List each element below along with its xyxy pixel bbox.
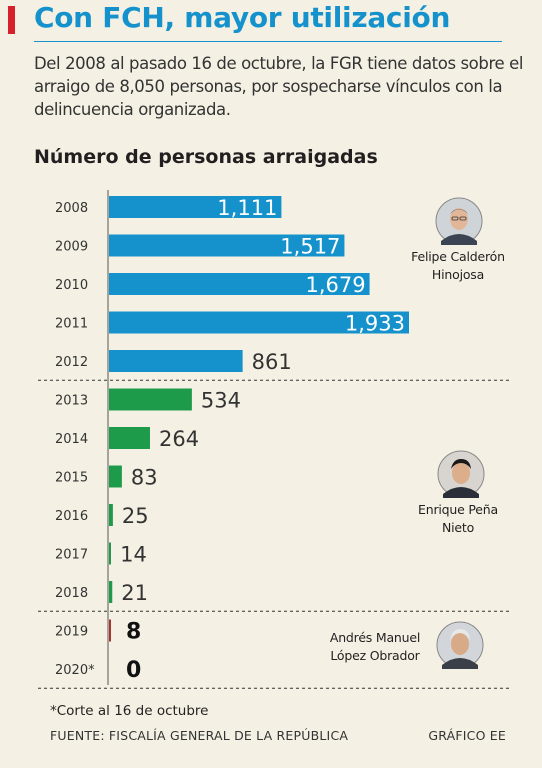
bar bbox=[109, 504, 113, 526]
title-underline bbox=[34, 41, 502, 42]
value-label: 1,517 bbox=[280, 235, 340, 259]
bar bbox=[109, 388, 192, 411]
andres-manuel-lopez-obrador-portrait-icon bbox=[436, 621, 484, 669]
graphic-credit: GRÁFICO EE bbox=[428, 728, 506, 743]
title-accent-bar bbox=[8, 6, 15, 34]
category-label: 2010 bbox=[55, 278, 88, 293]
value-label: 0 bbox=[126, 658, 141, 683]
value-label: 21 bbox=[121, 581, 148, 605]
value-label: 8 bbox=[126, 620, 141, 645]
category-label: 2008 bbox=[55, 201, 88, 216]
value-label: 534 bbox=[201, 389, 241, 413]
president-name-pena-nieto: Enrique Peña Nieto bbox=[405, 501, 511, 537]
bar bbox=[109, 465, 122, 488]
value-label: 83 bbox=[131, 466, 158, 490]
footnote: *Corte al 16 de octubre bbox=[50, 703, 209, 719]
president-name-line: López Obrador bbox=[330, 648, 420, 663]
president-name-line: Felipe Calderón bbox=[411, 249, 505, 264]
president-name-line: Enrique Peña bbox=[418, 502, 498, 517]
chart-title: Número de personas arraigadas bbox=[34, 146, 378, 168]
value-label: 264 bbox=[159, 427, 199, 451]
page-title: Con FCH, mayor utilización bbox=[34, 1, 451, 34]
category-label: 2015 bbox=[55, 471, 88, 486]
bar bbox=[109, 234, 345, 257]
bar bbox=[109, 427, 150, 449]
category-label: 2018 bbox=[55, 586, 88, 601]
category-label: 2016 bbox=[55, 509, 88, 524]
bar bbox=[109, 581, 113, 603]
bar bbox=[109, 542, 111, 565]
category-label: 2012 bbox=[55, 355, 88, 370]
president-name-line: Nieto bbox=[441, 520, 475, 535]
category-label: 2011 bbox=[55, 317, 88, 332]
category-label: 2013 bbox=[55, 394, 88, 409]
category-label: 2009 bbox=[55, 240, 88, 255]
president-name-line: Hinojosa bbox=[431, 267, 485, 282]
president-name-lopez-obrador: Andrés Manuel López Obrador bbox=[320, 629, 430, 665]
enrique-pena-nieto-portrait-icon bbox=[437, 450, 485, 498]
bar bbox=[109, 196, 282, 218]
felipe-calderon-portrait-icon bbox=[435, 197, 483, 245]
category-label: 2017 bbox=[55, 548, 88, 563]
category-label: 2014 bbox=[55, 432, 88, 447]
source-credit: FUENTE: FISCALÍA GENERAL DE LA REPÚBLICA bbox=[50, 728, 349, 743]
president-name-line: Andrés Manuel bbox=[329, 630, 421, 645]
page-subtitle: Del 2008 al pasado 16 de octubre, la FGR… bbox=[34, 54, 524, 119]
value-label: 1,679 bbox=[305, 273, 365, 297]
value-label: 1,111 bbox=[217, 196, 277, 220]
bar bbox=[109, 350, 243, 372]
bar bbox=[109, 311, 409, 334]
value-label: 1,933 bbox=[345, 312, 405, 336]
category-label: 2020* bbox=[55, 663, 95, 678]
value-label: 861 bbox=[252, 350, 292, 374]
value-label: 25 bbox=[122, 504, 149, 528]
bar bbox=[109, 273, 370, 295]
president-name-calderon: Felipe Calderón Hinojosa bbox=[405, 248, 511, 284]
bar bbox=[109, 619, 111, 642]
value-label: 14 bbox=[120, 543, 147, 567]
category-label: 2019 bbox=[55, 625, 88, 640]
